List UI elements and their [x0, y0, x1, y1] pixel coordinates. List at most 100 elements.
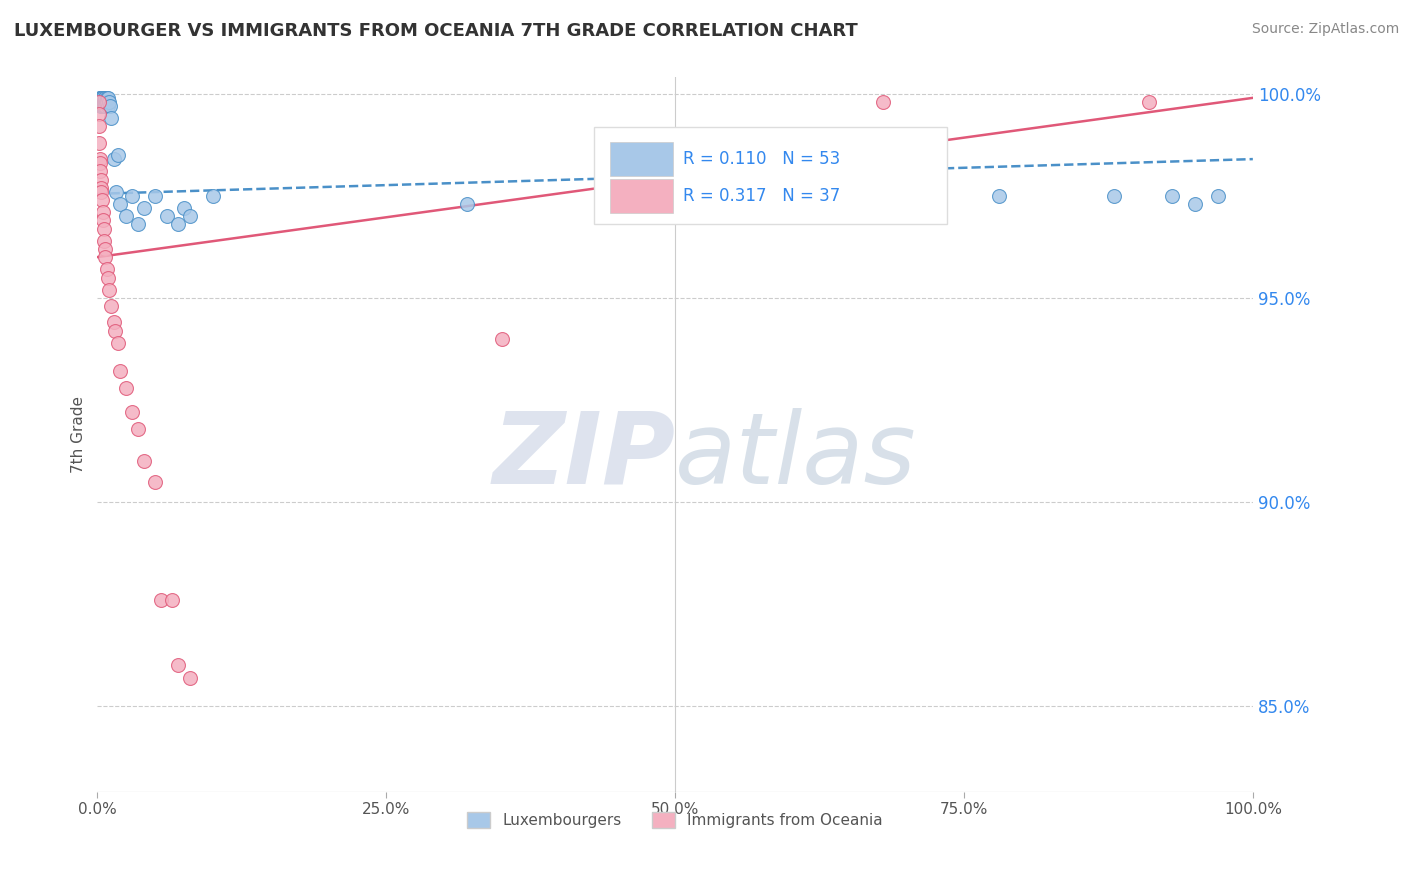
Point	[1184, 197, 1206, 211]
Point	[93, 99, 115, 113]
Point	[179, 671, 201, 685]
Point	[1137, 95, 1160, 109]
Y-axis label: 7th Grade: 7th Grade	[72, 396, 86, 473]
Point	[90, 172, 112, 186]
Point	[179, 209, 201, 223]
Point	[96, 91, 118, 105]
Point	[94, 95, 117, 109]
Point	[143, 475, 166, 489]
Point	[103, 152, 125, 166]
Point	[1161, 189, 1184, 203]
Point	[456, 197, 478, 211]
Point	[96, 262, 118, 277]
Point	[91, 99, 114, 113]
Point	[87, 120, 110, 134]
Point	[104, 185, 127, 199]
Point	[167, 218, 190, 232]
Text: atlas: atlas	[675, 408, 917, 505]
Point	[94, 250, 117, 264]
Point	[93, 221, 115, 235]
Text: LUXEMBOURGER VS IMMIGRANTS FROM OCEANIA 7TH GRADE CORRELATION CHART: LUXEMBOURGER VS IMMIGRANTS FROM OCEANIA …	[14, 22, 858, 40]
Point	[143, 189, 166, 203]
Point	[149, 593, 172, 607]
Point	[91, 99, 114, 113]
Point	[110, 197, 132, 211]
Point	[89, 164, 111, 178]
Point	[94, 95, 117, 109]
Point	[96, 95, 118, 109]
Point	[110, 364, 132, 378]
Point	[1206, 189, 1229, 203]
Point	[97, 283, 120, 297]
Point	[97, 91, 120, 105]
Point	[127, 421, 149, 435]
Text: R = 0.110   N = 53: R = 0.110 N = 53	[683, 150, 841, 168]
Point	[100, 112, 122, 126]
Point	[90, 91, 112, 105]
Point	[132, 201, 155, 215]
Point	[93, 95, 115, 109]
Point	[107, 335, 129, 350]
Point	[89, 152, 111, 166]
FancyBboxPatch shape	[610, 179, 673, 213]
Point	[93, 95, 115, 109]
Point	[90, 180, 112, 194]
Text: R = 0.317   N = 37: R = 0.317 N = 37	[683, 187, 841, 205]
Point	[90, 99, 112, 113]
Point	[89, 91, 111, 105]
Point	[89, 95, 111, 109]
Point	[98, 99, 121, 113]
Legend: Luxembourgers, Immigrants from Oceania: Luxembourgers, Immigrants from Oceania	[461, 806, 889, 834]
Point	[93, 91, 115, 105]
Point	[91, 91, 114, 105]
Point	[94, 91, 117, 105]
Point	[87, 95, 110, 109]
Point	[91, 95, 114, 109]
Point	[93, 234, 115, 248]
Point	[115, 381, 138, 395]
Point	[93, 99, 115, 113]
Point	[1102, 189, 1125, 203]
Point	[90, 95, 112, 109]
Point	[89, 136, 111, 150]
Point	[91, 205, 114, 219]
Text: Source: ZipAtlas.com: Source: ZipAtlas.com	[1251, 22, 1399, 37]
FancyBboxPatch shape	[595, 128, 946, 224]
Point	[132, 454, 155, 468]
Point	[97, 99, 120, 113]
Point	[167, 658, 190, 673]
Point	[987, 189, 1010, 203]
Point	[97, 95, 120, 109]
Point	[90, 185, 112, 199]
Point	[87, 95, 110, 109]
Point	[94, 99, 117, 113]
Point	[872, 95, 894, 109]
Point	[688, 189, 710, 203]
Text: ZIP: ZIP	[492, 408, 675, 505]
Point	[90, 99, 112, 113]
Point	[115, 209, 138, 223]
Point	[104, 324, 127, 338]
Point	[90, 91, 112, 105]
Point	[127, 218, 149, 232]
Point	[201, 189, 224, 203]
Point	[103, 315, 125, 329]
Point	[162, 593, 184, 607]
Point	[94, 242, 117, 256]
Point	[491, 332, 513, 346]
Point	[100, 299, 122, 313]
Point	[91, 213, 114, 227]
FancyBboxPatch shape	[610, 142, 673, 176]
Point	[97, 270, 120, 285]
Point	[87, 107, 110, 121]
Point	[803, 197, 825, 211]
Point	[121, 189, 143, 203]
Point	[156, 209, 179, 223]
Point	[121, 405, 143, 419]
Point	[107, 148, 129, 162]
Point	[89, 156, 111, 170]
Point	[91, 193, 114, 207]
Point	[90, 95, 112, 109]
Point	[91, 91, 114, 105]
Point	[89, 91, 111, 105]
